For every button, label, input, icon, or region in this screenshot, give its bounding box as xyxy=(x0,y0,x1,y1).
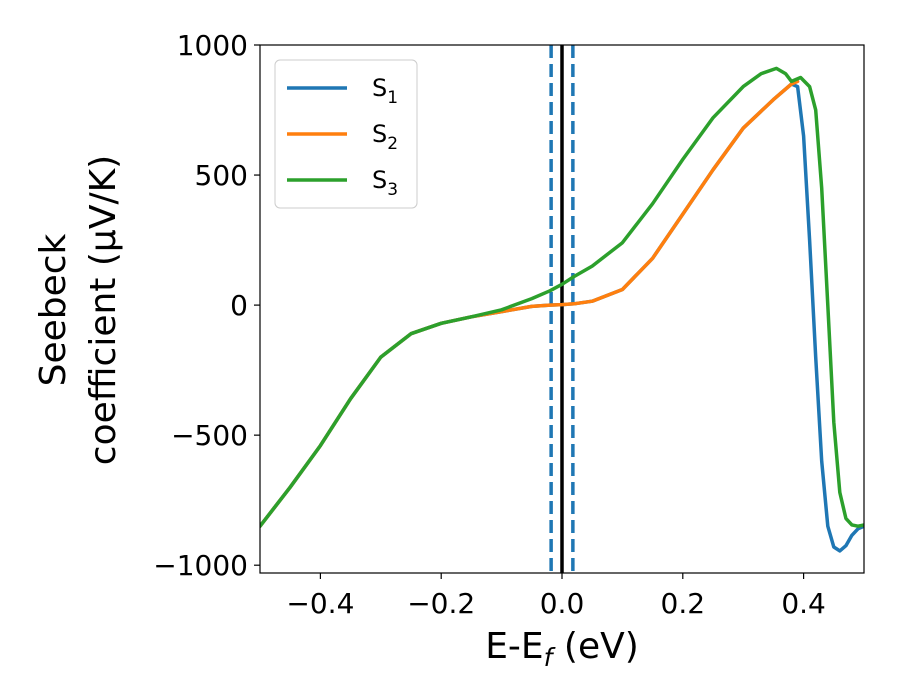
legend-label-s1: S1 xyxy=(372,74,398,108)
y-axis-title-line2: coefficient (μV/K) xyxy=(83,155,124,465)
y-tick-label: 500 xyxy=(195,159,248,192)
y-tick-label: 1000 xyxy=(177,29,248,62)
legend: S1 S2 S3 xyxy=(274,59,418,209)
y-axis-ticks: −1000 −500 0 500 1000 xyxy=(153,29,260,582)
series-lines xyxy=(260,66,864,553)
x-tick-label: −0.2 xyxy=(407,587,475,620)
x-tick-label: 0.2 xyxy=(661,587,706,620)
y-tick-label: −1000 xyxy=(153,549,248,582)
x-tick-label: 0.4 xyxy=(781,587,826,620)
y-tick-label: 0 xyxy=(230,289,248,322)
x-tick-label: −0.4 xyxy=(286,587,354,620)
y-axis-title-line1: Seebeck xyxy=(33,233,74,386)
reference-lines xyxy=(549,45,575,573)
x-tick-label: 0.0 xyxy=(540,587,585,620)
series-line-s3 xyxy=(260,66,864,528)
x-axis-ticks: −0.4 −0.2 0.0 0.2 0.4 xyxy=(286,573,826,620)
y-axis-title: Seebeck coefficient (μV/K) xyxy=(33,155,124,465)
x-axis-title: E-Ef (eV) xyxy=(485,626,639,672)
legend-label-s3: S3 xyxy=(372,166,398,200)
y-tick-label: −500 xyxy=(171,419,248,452)
legend-label-s2: S2 xyxy=(372,120,398,154)
